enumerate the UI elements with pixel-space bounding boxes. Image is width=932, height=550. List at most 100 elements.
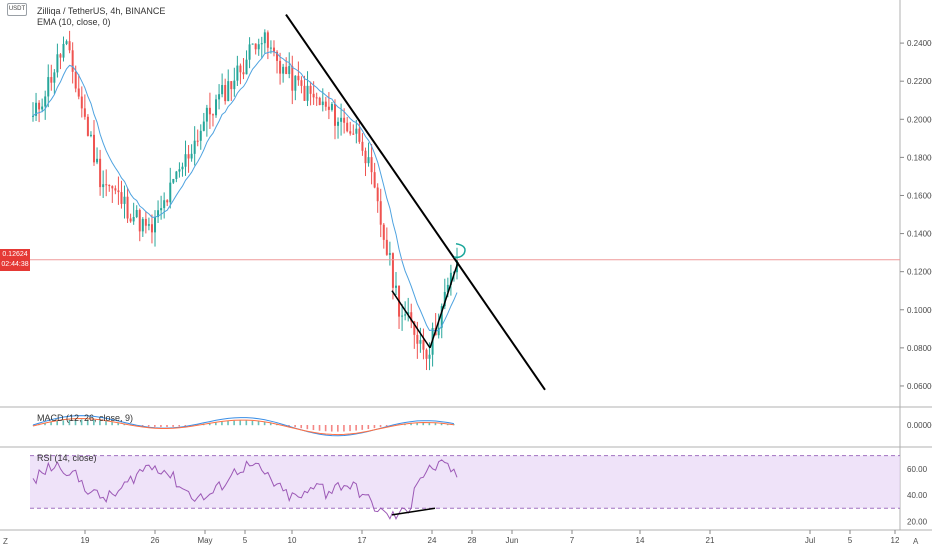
x-tick-label: 5	[243, 536, 248, 545]
candle-body	[361, 141, 364, 151]
candle-body	[218, 94, 221, 100]
macd-histogram-bar	[68, 419, 71, 426]
candle-body	[282, 66, 285, 74]
macd-histogram-bar	[215, 422, 217, 426]
macd-histogram-bar	[147, 425, 150, 427]
x-tick-label: Jun	[506, 536, 519, 545]
macd-histogram-bar	[269, 422, 272, 426]
candle-body	[166, 200, 169, 203]
candle-body	[154, 217, 157, 233]
macd-histogram-bar	[44, 422, 46, 426]
candle-body	[114, 188, 117, 191]
candle-body	[300, 80, 303, 86]
macd-histogram-bar	[74, 419, 77, 426]
macd-histogram-bar	[111, 421, 113, 426]
macd-histogram-bar	[361, 425, 364, 430]
candle-body	[157, 210, 160, 218]
timezone-button[interactable]: Z	[3, 537, 8, 546]
candle-body	[443, 291, 446, 307]
auto-scale-button[interactable]: A	[913, 537, 919, 546]
y-tick-label: 0.06000	[907, 382, 932, 391]
candle-body	[440, 306, 443, 328]
candle-body	[321, 101, 324, 106]
rsi-axis-label: 20.00	[907, 517, 928, 526]
candle-body	[340, 117, 343, 122]
grid-lines	[0, 0, 932, 531]
candle-body	[68, 41, 71, 51]
candle-body	[77, 88, 80, 97]
candle-body	[416, 334, 419, 344]
macd-histogram-bar	[312, 425, 315, 431]
candle-body	[111, 186, 114, 189]
wedge-line	[429, 261, 459, 349]
rsi-band-fill	[30, 455, 900, 509]
candle-body	[388, 253, 391, 255]
macd-histogram-bar	[330, 425, 333, 432]
macd-histogram-bar	[422, 422, 425, 426]
candle-body	[135, 210, 138, 218]
macd-histogram-bar	[239, 420, 242, 426]
macd-legend[interactable]: MACD (12, 26, close, 9)	[37, 413, 134, 423]
rsi-pane	[32, 459, 458, 520]
candle-body	[245, 59, 248, 75]
macd-histogram-bar	[257, 421, 260, 426]
candle-body	[352, 133, 355, 135]
candle-body	[276, 51, 279, 61]
macd-signal-line	[32, 417, 454, 436]
candle-body	[373, 172, 376, 188]
macd-histogram-bar	[117, 422, 120, 426]
candle-body	[47, 77, 50, 97]
rsi-axis-label: 40.00	[907, 491, 928, 500]
rsi-legend[interactable]: RSI (14, close)	[37, 453, 97, 463]
candle-body	[187, 154, 190, 159]
x-tick-label: 19	[81, 536, 90, 545]
candle-body	[285, 66, 288, 75]
macd-histogram-bar	[263, 421, 266, 426]
candle-body	[44, 96, 47, 107]
candle-body	[376, 187, 379, 202]
candle-body	[355, 128, 358, 134]
candle-body	[294, 75, 297, 91]
candle-body	[132, 217, 135, 222]
candle-body	[230, 81, 233, 90]
macd-histogram-bar	[251, 420, 254, 426]
candle-body	[169, 182, 172, 203]
candle-body	[407, 312, 410, 315]
candle-body	[394, 285, 397, 288]
candle-body	[303, 85, 306, 101]
currency-badge[interactable]: USDT	[7, 3, 27, 16]
candle-body	[102, 184, 105, 188]
x-tick-label: 21	[706, 536, 715, 545]
x-tick-label: 17	[358, 536, 367, 545]
ema-legend[interactable]: EMA (10, close, 0)	[37, 17, 111, 27]
candle-body	[178, 169, 181, 172]
macd-histogram-bar	[428, 422, 431, 426]
candle-body	[108, 184, 111, 187]
rsi-line	[32, 459, 458, 520]
macd-histogram-bar	[294, 425, 296, 428]
candle-body	[330, 103, 333, 110]
macd-histogram-bar	[93, 419, 95, 426]
x-tick-label: Jul	[805, 536, 815, 545]
macd-histogram-bar	[245, 420, 248, 426]
candle-body	[38, 102, 41, 110]
candle-body	[297, 75, 300, 81]
candle-body	[150, 224, 153, 233]
macd-histogram-bar	[324, 425, 327, 432]
candle-body	[184, 154, 187, 167]
candle-body	[117, 190, 120, 193]
candle-body	[239, 65, 242, 73]
time-axis[interactable]: 19 26 May 5 10 17 24 28 Jun 7 14 21 Jul 5 12	[81, 530, 900, 545]
macd-histogram-bar	[440, 422, 443, 426]
candle-body	[205, 107, 208, 122]
candle-body	[391, 253, 394, 288]
current-price-tag: 0.12624 02:44:38	[0, 248, 30, 271]
candle-body	[163, 200, 166, 209]
